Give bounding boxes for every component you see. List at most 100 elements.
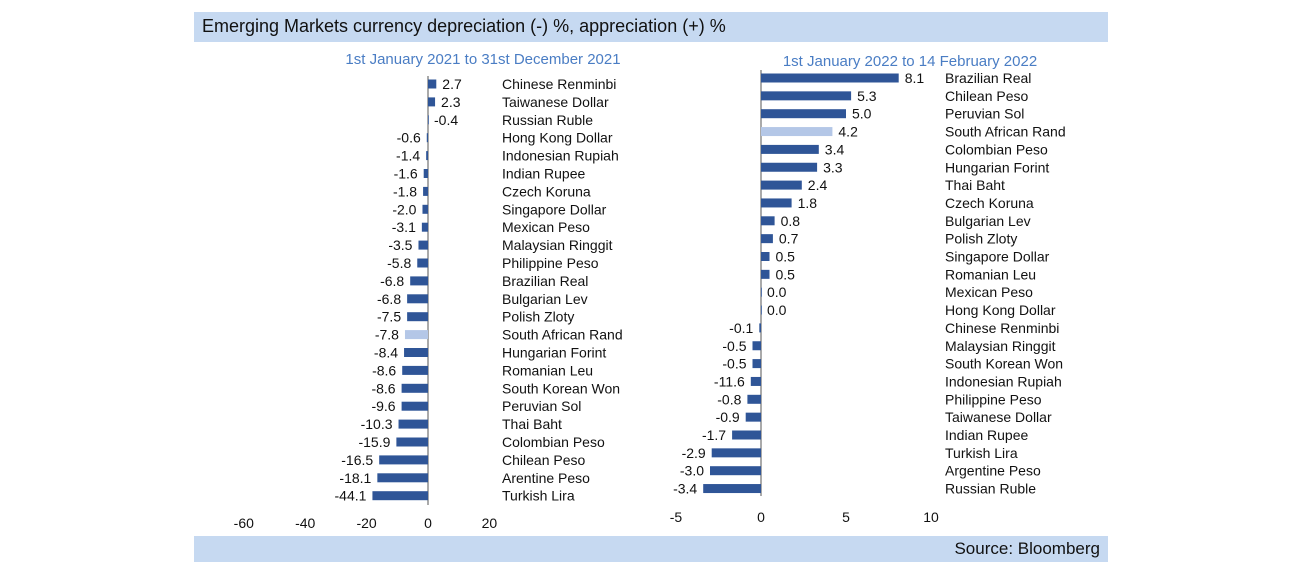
bar xyxy=(761,127,833,137)
bar xyxy=(377,473,428,483)
value-label: -3.0 xyxy=(680,463,704,479)
category-label: Chinese Renminbi xyxy=(945,320,1059,336)
category-label: Arentine Peso xyxy=(502,470,590,486)
x-tick-label: 0 xyxy=(424,515,432,531)
value-label: -7.5 xyxy=(377,309,401,325)
category-label: Brazilian Real xyxy=(945,70,1031,86)
value-label: -2.9 xyxy=(682,445,706,461)
value-label: -5.8 xyxy=(387,255,411,271)
bar xyxy=(710,466,761,476)
bar xyxy=(404,330,428,340)
category-label: Chilean Peso xyxy=(502,452,585,468)
bar xyxy=(410,276,428,286)
category-label: Taiwanese Dollar xyxy=(502,94,609,110)
bar xyxy=(402,365,428,375)
bar xyxy=(428,115,429,125)
category-label: South African Rand xyxy=(945,124,1066,140)
bar xyxy=(426,151,428,161)
value-label: 2.4 xyxy=(808,177,828,193)
bar xyxy=(750,376,761,386)
value-label: 0.8 xyxy=(781,213,801,229)
bar xyxy=(703,484,761,494)
category-label: Czech Koruna xyxy=(945,195,1034,211)
category-label: Thai Baht xyxy=(502,416,562,432)
category-label: South African Rand xyxy=(502,327,623,343)
category-label: Malaysian Ringgit xyxy=(945,338,1056,354)
category-label: Polish Zloty xyxy=(502,309,574,325)
bar xyxy=(761,144,819,154)
x-tick-label: -20 xyxy=(356,515,376,531)
bar xyxy=(761,269,770,279)
category-label: Indian Rupee xyxy=(502,166,586,182)
category-label: Czech Koruna xyxy=(502,183,591,199)
category-label: Hong Kong Dollar xyxy=(945,302,1056,318)
bar xyxy=(761,234,773,244)
value-label: 5.3 xyxy=(857,88,877,104)
value-label: 5.0 xyxy=(852,106,872,122)
value-label: -0.8 xyxy=(717,391,741,407)
value-label: -0.9 xyxy=(716,409,740,425)
category-label: Peruvian Sol xyxy=(502,398,581,414)
bar xyxy=(421,222,428,232)
value-label: -1.7 xyxy=(702,427,726,443)
left-bar-chart: Chinese Renminbi Taiwanese Dollar Russian … xyxy=(234,76,623,531)
category-label: Mexican Peso xyxy=(502,219,590,235)
bar xyxy=(423,169,428,178)
category-label: Singapore Dollar xyxy=(502,201,607,217)
value-label: -0.5 xyxy=(722,356,746,372)
bar xyxy=(761,287,762,297)
value-label: -2.0 xyxy=(392,201,416,217)
category-label: Romanian Leu xyxy=(502,362,593,378)
bar xyxy=(761,109,846,119)
value-label: -1.4 xyxy=(396,148,420,164)
category-label: Malaysian Ringgit xyxy=(502,237,613,253)
bar xyxy=(417,258,428,268)
value-label: -1.6 xyxy=(394,166,418,182)
category-label: Hungarian Forint xyxy=(502,345,606,361)
bar xyxy=(428,79,437,89)
value-label: 0.5 xyxy=(776,266,796,282)
value-label: -3.1 xyxy=(392,219,416,235)
value-label: 2.3 xyxy=(441,94,461,110)
value-label: 0.0 xyxy=(767,284,787,300)
bar xyxy=(418,240,428,250)
bar xyxy=(711,448,761,458)
category-label: Russian Ruble xyxy=(502,112,593,128)
category-label: Singapore Dollar xyxy=(945,249,1050,265)
category-label: Thai Baht xyxy=(945,177,1005,193)
category-label: Colombian Peso xyxy=(502,434,605,450)
value-label: -0.4 xyxy=(434,112,458,128)
category-label: Polish Zloty xyxy=(945,231,1017,247)
category-label: Turkish Lira xyxy=(945,445,1018,461)
bar xyxy=(759,323,761,333)
value-label: -7.8 xyxy=(375,327,399,343)
value-label: -8.4 xyxy=(374,345,398,361)
right-chart-subtitle: 1st January 2022 to 14 February 2022 xyxy=(783,53,1037,70)
x-tick-label: -5 xyxy=(670,509,683,525)
value-label: -6.8 xyxy=(380,273,404,289)
category-label: Chinese Renminbi xyxy=(502,76,616,92)
bar xyxy=(379,455,428,465)
bar xyxy=(401,383,428,393)
bar xyxy=(407,312,428,322)
category-label: Philippine Peso xyxy=(945,391,1042,407)
bar xyxy=(401,401,428,411)
x-tick-label: 20 xyxy=(482,515,498,531)
bar xyxy=(752,341,761,351)
value-label: 8.1 xyxy=(905,70,925,86)
bar xyxy=(761,252,770,261)
category-label: South Korean Won xyxy=(945,356,1063,372)
bar xyxy=(732,430,761,440)
value-label: 0.7 xyxy=(779,231,799,247)
category-label: Russian Ruble xyxy=(945,481,1036,497)
right-bar-chart: Brazilian Real Chilean Peso Peruvian Sol So… xyxy=(670,70,1066,525)
category-label: South Korean Won xyxy=(502,380,620,396)
bar xyxy=(761,305,762,315)
footer-band: Source: Bloomberg xyxy=(194,536,1108,562)
value-label: 3.4 xyxy=(825,141,845,157)
value-label: -18.1 xyxy=(339,470,371,486)
left-chart-subtitle: 1st January 2021 to 31st December 2021 xyxy=(345,51,620,68)
header-band: Emerging Markets currency depreciation (… xyxy=(194,12,1108,42)
category-label: Turkish Lira xyxy=(502,488,575,504)
